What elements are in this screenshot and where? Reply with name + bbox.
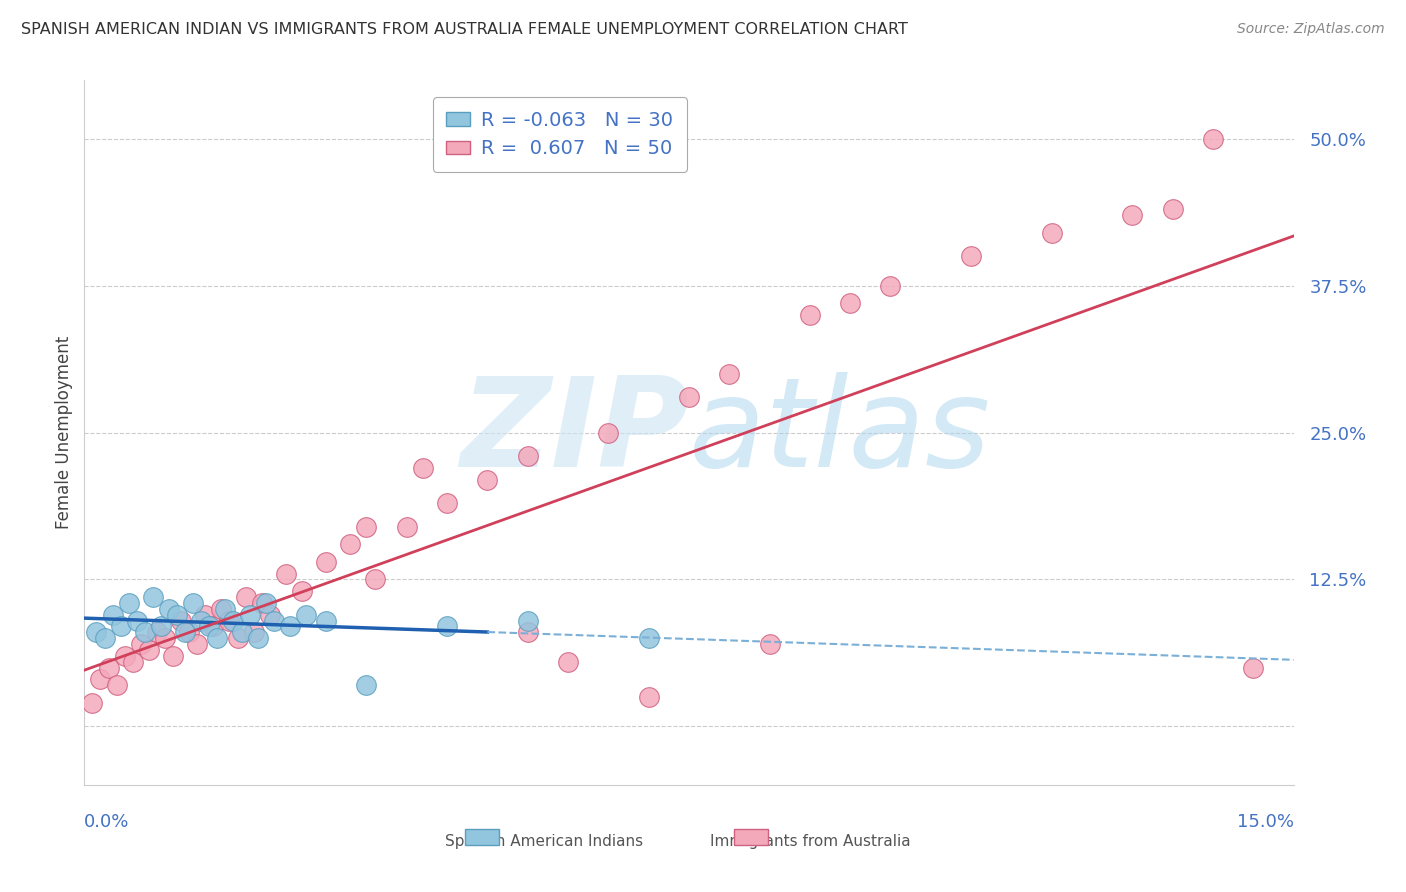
- Point: [436, 496, 458, 510]
- Point: [839, 296, 862, 310]
- Point: [412, 460, 434, 475]
- Point: [149, 619, 172, 633]
- Point: [1202, 132, 1225, 146]
- Point: [718, 367, 741, 381]
- Point: [598, 425, 620, 440]
- Text: SPANISH AMERICAN INDIAN VS IMMIGRANTS FROM AUSTRALIA FEMALE UNEMPLOYMENT CORRELA: SPANISH AMERICAN INDIAN VS IMMIGRANTS FR…: [21, 22, 908, 37]
- Text: 15.0%: 15.0%: [1236, 814, 1294, 831]
- Point: [125, 614, 148, 628]
- Point: [879, 278, 901, 293]
- Text: ZIP: ZIP: [460, 372, 689, 493]
- Point: [82, 696, 104, 710]
- Point: [263, 614, 285, 628]
- Point: [129, 637, 152, 651]
- Point: [239, 607, 262, 622]
- Point: [339, 537, 361, 551]
- Point: [93, 631, 115, 645]
- Point: [758, 637, 780, 651]
- Point: [153, 631, 176, 645]
- Point: [222, 614, 245, 628]
- Point: [315, 555, 337, 569]
- Point: [259, 607, 281, 622]
- Legend: R = -0.063   N = 30, R =  0.607   N = 50: R = -0.063 N = 30, R = 0.607 N = 50: [433, 97, 688, 172]
- Point: [186, 637, 208, 651]
- Text: Spanish American Indians: Spanish American Indians: [444, 834, 643, 849]
- Point: [516, 625, 538, 640]
- Point: [89, 673, 111, 687]
- Point: [254, 596, 277, 610]
- Point: [207, 631, 229, 645]
- Point: [235, 590, 257, 604]
- Point: [110, 619, 132, 633]
- Point: [295, 607, 318, 622]
- Point: [960, 250, 983, 264]
- Point: [356, 519, 378, 533]
- Point: [1241, 660, 1264, 674]
- Point: [291, 584, 314, 599]
- Point: [315, 614, 337, 628]
- Text: atlas: atlas: [689, 372, 991, 493]
- Point: [678, 391, 700, 405]
- Point: [799, 308, 821, 322]
- Point: [179, 625, 201, 640]
- Text: Source: ZipAtlas.com: Source: ZipAtlas.com: [1237, 22, 1385, 37]
- Point: [356, 678, 378, 692]
- Point: [637, 690, 659, 704]
- Point: [190, 614, 212, 628]
- Point: [114, 648, 136, 663]
- Point: [174, 625, 197, 640]
- Point: [146, 625, 169, 640]
- Point: [181, 596, 204, 610]
- Y-axis label: Female Unemployment: Female Unemployment: [55, 336, 73, 529]
- Point: [209, 602, 232, 616]
- Point: [138, 643, 160, 657]
- Point: [162, 648, 184, 663]
- Point: [516, 614, 538, 628]
- Point: [134, 625, 156, 640]
- Point: [202, 619, 225, 633]
- Point: [214, 602, 236, 616]
- FancyBboxPatch shape: [465, 830, 499, 845]
- Point: [118, 596, 141, 610]
- Point: [226, 631, 249, 645]
- Point: [198, 619, 221, 633]
- Point: [557, 655, 579, 669]
- Point: [246, 631, 269, 645]
- Point: [97, 660, 120, 674]
- Point: [194, 607, 217, 622]
- Point: [101, 607, 124, 622]
- Point: [231, 625, 253, 640]
- Point: [1161, 202, 1184, 217]
- Point: [1121, 208, 1143, 222]
- Point: [274, 566, 297, 581]
- Point: [242, 625, 264, 640]
- Point: [395, 519, 418, 533]
- Point: [1040, 226, 1063, 240]
- FancyBboxPatch shape: [734, 830, 768, 845]
- Point: [477, 473, 499, 487]
- Point: [121, 655, 143, 669]
- Point: [363, 573, 385, 587]
- Point: [105, 678, 128, 692]
- Point: [157, 602, 180, 616]
- Point: [516, 449, 538, 463]
- Point: [250, 596, 273, 610]
- Point: [166, 607, 188, 622]
- Text: 0.0%: 0.0%: [84, 814, 129, 831]
- Point: [170, 614, 193, 628]
- Point: [637, 631, 659, 645]
- Point: [86, 625, 108, 640]
- Point: [142, 590, 165, 604]
- Point: [218, 614, 240, 628]
- Point: [436, 619, 458, 633]
- Text: Immigrants from Australia: Immigrants from Australia: [710, 834, 910, 849]
- Point: [278, 619, 301, 633]
